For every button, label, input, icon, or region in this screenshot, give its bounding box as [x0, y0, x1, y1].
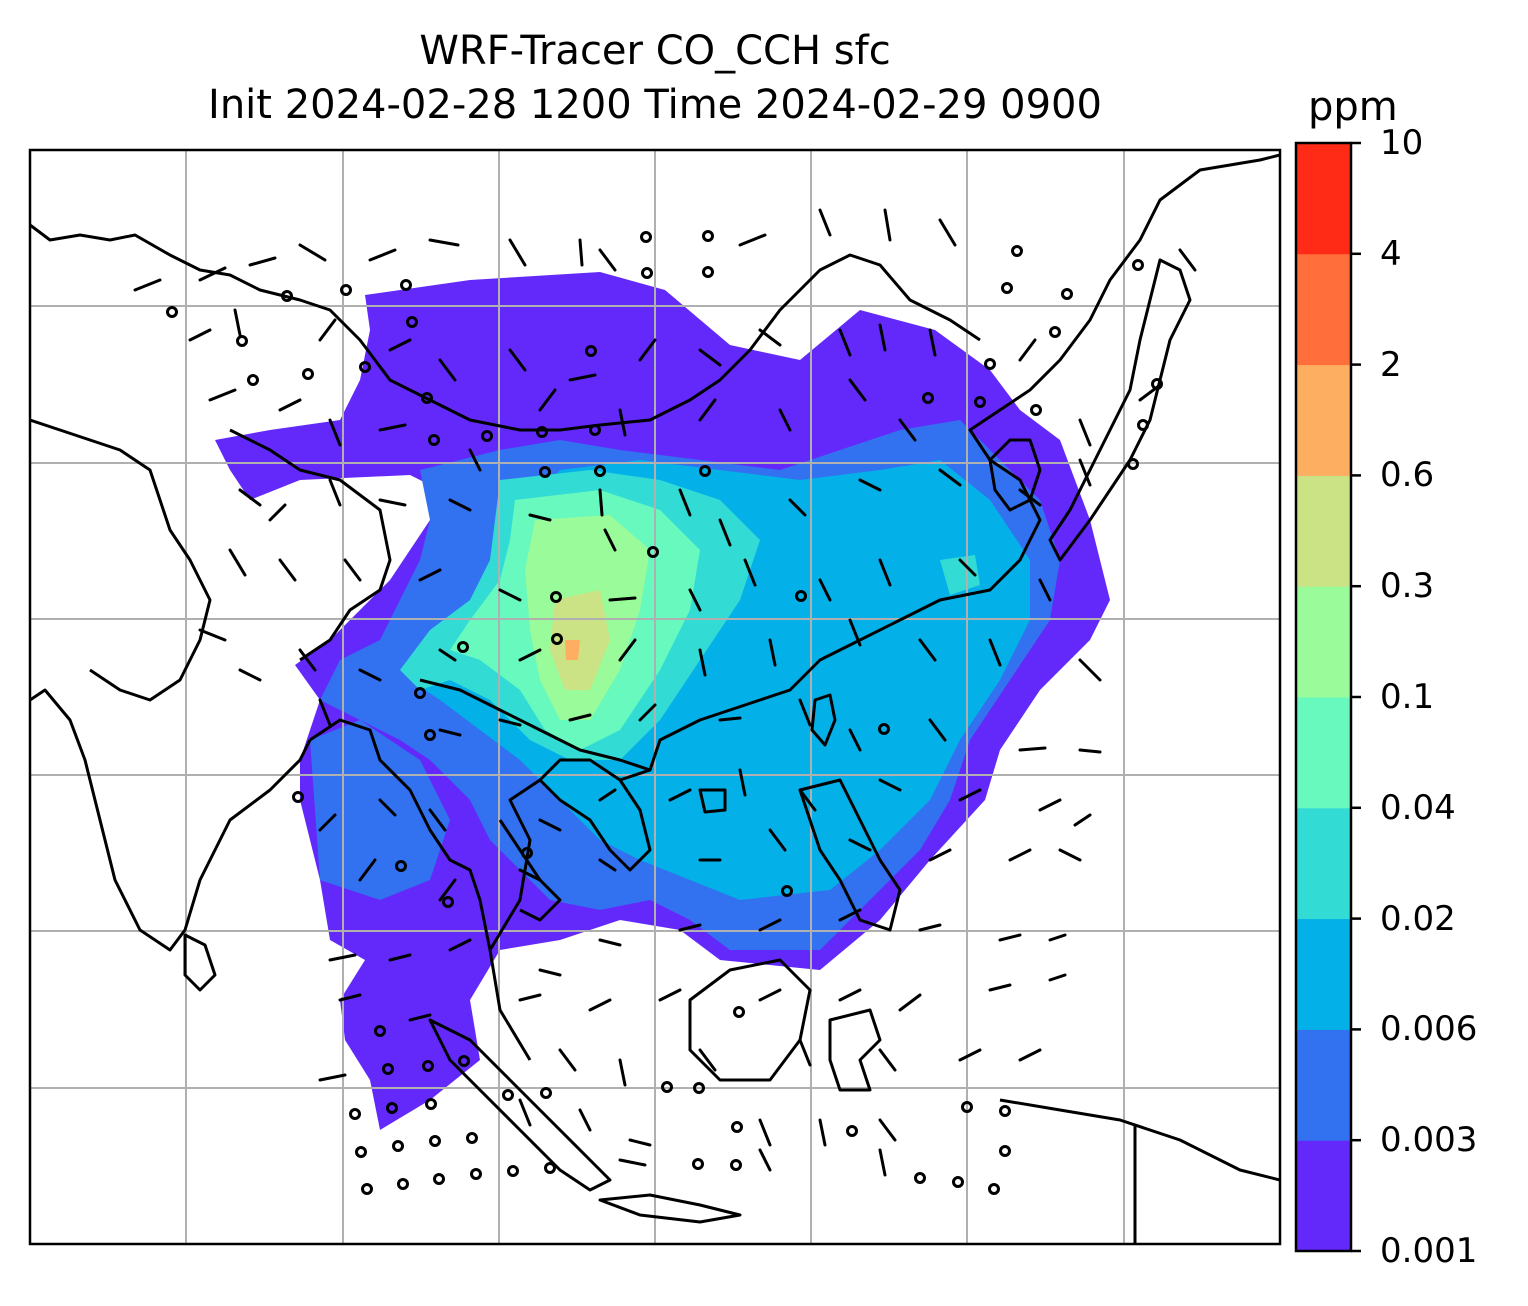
laos-border [538, 758, 621, 782]
sri-lanka [183, 933, 217, 992]
colorbar-segment [1296, 1029, 1351, 1141]
colorbar-tick-label: 0.003 [1380, 1120, 1478, 1161]
china-west-border [229, 428, 392, 662]
wind-barbs [133, 208, 1197, 1177]
contour-level-2-west [310, 720, 450, 900]
java [598, 1193, 742, 1224]
philippines [798, 778, 902, 932]
taiwan [810, 693, 837, 747]
colorbar-segment [1296, 1140, 1351, 1252]
colorbar-tick-label: 0.1 [1380, 677, 1435, 717]
colorbar-tick-label: 4 [1380, 233, 1402, 274]
sulawesi [828, 1008, 882, 1092]
colorbar-segment [1296, 918, 1351, 1030]
colorbar-frame [1294, 141, 1353, 1253]
colorbar-tick-label: 0.3 [1380, 566, 1435, 607]
colorbar-tick-label: 0.02 [1380, 898, 1456, 939]
bay-bengal-east [309, 718, 532, 1061]
colorbar-tick-label: 10 [1380, 123, 1424, 163]
coastlines [30, 153, 1280, 1244]
contour-east-patch2 [940, 555, 980, 595]
chart-title-line1: WRF-Tracer CO_CCH sfc [419, 28, 891, 74]
hainan [698, 788, 727, 814]
concentration-field [215, 272, 1110, 1130]
indochina-coast [488, 153, 1280, 951]
sumatra [428, 1018, 612, 1192]
map-frame [28, 148, 1282, 1246]
calm-wind-markers [166, 230, 1163, 1195]
colorbar-segment [1296, 475, 1351, 587]
map-area [30, 150, 1280, 1244]
colorbar-tick-label: 0.001 [1380, 1231, 1478, 1271]
colorbar-tick-label: 0.006 [1380, 1009, 1478, 1050]
colorbar-unit-label: ppm [1308, 84, 1398, 130]
colorbar-tick-label: 0.04 [1380, 787, 1456, 828]
new-guinea [999, 1098, 1280, 1182]
colorbar-tick-label: 2 [1380, 344, 1402, 385]
thailand-border [498, 819, 562, 922]
contour-level-8 [565, 640, 580, 660]
colorbar-tick-label: 0.6 [1380, 455, 1435, 496]
colorbar-segment [1296, 807, 1351, 920]
west-asia [30, 418, 212, 702]
india-coast [30, 688, 312, 952]
colorbar-segment [1296, 364, 1351, 476]
colorbar [1296, 141, 1361, 1253]
colorbar-segment [1296, 253, 1351, 366]
chart-title-line2: Init 2024-02-28 1200 Time 2024-02-29 090… [208, 82, 1102, 128]
colorbar-segment [1296, 143, 1351, 255]
korea [988, 438, 1042, 512]
gridlines [30, 150, 1280, 1244]
northern-border [30, 223, 981, 432]
colorbar-segment [1296, 697, 1351, 809]
colorbar-segment [1296, 586, 1351, 698]
china-south-border [419, 678, 651, 772]
